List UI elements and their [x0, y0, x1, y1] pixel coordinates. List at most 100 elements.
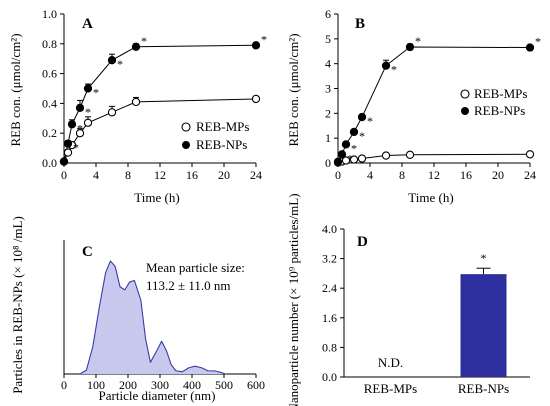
panel-c-x-tick-label: 600	[247, 378, 265, 392]
panel-c-x-tick-label: 200	[119, 378, 137, 392]
panel-a-significance-mark: *	[117, 57, 123, 71]
panel-b-data-point	[349, 127, 359, 137]
panel-c-distribution-line	[79, 260, 226, 375]
panel-a-x-tick-label: 24	[250, 168, 262, 182]
panel-a-x-tick-label: 4	[93, 168, 99, 182]
legend-open-circle-icon	[460, 89, 470, 99]
panel-d-letter: D	[357, 234, 368, 250]
panel-b-significance-mark: *	[359, 129, 365, 143]
panel-a-data-point	[131, 42, 141, 51]
panel-c-annotation-1: Mean particle size:	[146, 260, 245, 275]
panel-c: 0 100 200 300 400 500 600 C Mean particle size…	[10, 216, 265, 403]
panel-a-significance-mark: *	[85, 105, 91, 119]
panel-b-ylabel: REB con. (μmol/cm²)	[286, 33, 301, 146]
panel-b-significance-mark: *	[367, 114, 373, 128]
panel-a-data-point	[59, 157, 69, 166]
panel-c-marks: 0 100 200 300 400 500 600	[61, 240, 265, 392]
panel-a-data-point	[251, 94, 261, 104]
panel-b-x-tick-label: 20	[492, 168, 504, 182]
panel-c-x-tick-label: 300	[151, 378, 169, 392]
panel-a-data-point	[83, 84, 93, 93]
panel-b-significance-mark: *	[351, 141, 357, 155]
panel-c-ylabel: Particles in REB-NPs (× 10⁸ /mL)	[10, 216, 25, 394]
panel-a-data-point	[67, 120, 77, 129]
panel-b-y-tick-label: 1	[325, 131, 331, 145]
panel-d-y-tick-label: 4.0	[322, 222, 337, 236]
panel-c-x-tick-label: 500	[215, 378, 233, 392]
panel-a-y-tick-label: 0.0	[42, 156, 57, 170]
panel-a-data-point	[63, 139, 73, 148]
panel-a-significance-mark: *	[93, 86, 99, 100]
panel-d-y-tick-label: 0.8	[322, 340, 337, 354]
panel-d-category-label: REB-NPs	[458, 381, 509, 396]
panel-a-ylabel: REB con. (μmol/cm²)	[8, 33, 23, 146]
panel-b-x-tick-label: 8	[399, 168, 405, 182]
panel-a-data-point	[75, 129, 85, 138]
panel-d-bar-label: *	[481, 251, 487, 265]
panel-a-data-point	[131, 97, 141, 107]
panel-b-data-point	[381, 61, 391, 70]
panel-b-data-point	[381, 151, 391, 160]
panel-a-data-point	[83, 118, 93, 127]
panel-b-data-point	[341, 156, 351, 165]
panel-d-y-tick-label: 3.2	[322, 252, 337, 266]
panel-b-data-point	[525, 43, 535, 52]
panel-a-data-point	[107, 108, 117, 117]
panel-d-marks: 0.0 0.8 1.6 2.4 3.2 4.0 REB-MPs N.D. REB-NPs *	[322, 222, 530, 396]
panel-b-x-tick-label: 4	[367, 168, 373, 182]
panel-b-x-tick-label: 12	[428, 168, 440, 182]
panel-b-y-tick-label: 0	[325, 156, 331, 170]
panel-a-data-point	[107, 56, 117, 65]
panel-a-y-tick-label: 0.6	[42, 67, 57, 81]
panel-d-ylabel: Nanoparticle number (× 10⁹ particles/mL)	[286, 193, 301, 406]
panel-a-significance-mark: *	[73, 141, 79, 155]
panel-a-significance-mark: *	[261, 32, 267, 46]
panel-c-letter: C	[82, 244, 93, 260]
panel-a-data-point	[251, 41, 261, 50]
panel-b-x-tick-label: 0	[335, 168, 341, 182]
panel-b-letter: B	[355, 16, 365, 32]
panel-b-significance-mark: *	[347, 151, 353, 165]
panel-b-significance-mark: *	[415, 34, 421, 48]
legend-filled-circle-icon	[461, 107, 469, 115]
panel-a-x-tick-label: 8	[125, 168, 131, 182]
panel-a-y-tick-label: 0.2	[42, 126, 57, 140]
panel-a-x-tick-label: 16	[186, 168, 198, 182]
panel-d-bar-label: N.D.	[378, 355, 403, 370]
panel-b-legend-mps: REB-MPs	[474, 86, 527, 101]
panel-d-category-label: REB-MPs	[364, 381, 417, 396]
panel-a-letter: A	[82, 16, 93, 32]
panel-b-data-point	[525, 150, 535, 159]
panel-d-y-tick-label: 2.4	[322, 281, 337, 295]
panel-b-data-point	[405, 150, 415, 159]
panel-d-y-tick-label: 1.6	[322, 311, 337, 325]
legend-open-circle-icon	[181, 122, 191, 132]
panel-c-annotation-2: 113.2 ± 11.0 nm	[146, 278, 231, 293]
panel-a-y-tick-label: 1.0	[42, 7, 57, 21]
panel-a-x-tick-label: 0	[61, 168, 67, 182]
panel-b-data-point	[337, 150, 347, 159]
panel-a-xlabel: Time (h)	[134, 190, 179, 205]
panel-a-legend-mps: REB-MPs	[196, 119, 249, 134]
panel-b-x-tick-label: 24	[524, 168, 536, 182]
panel-b-y-tick-label: 5	[325, 32, 331, 46]
panel-b-y-tick-label: 6	[325, 7, 331, 21]
panel-b-series-line	[337, 153, 531, 163]
panel-c-xlabel: Particle diameter (nm)	[99, 388, 216, 403]
panel-a-data-point	[63, 148, 73, 157]
panel-a-data-point	[75, 103, 85, 113]
panel-a-legend-nps: REB-NPs	[196, 137, 247, 152]
panel-a-marks: 0 4 8 12 16 20 240.00.20.40.60.81.0****** *	[42, 7, 267, 182]
panel-a-x-tick-label: 12	[154, 168, 166, 182]
panel-a-significance-mark: *	[77, 121, 83, 135]
panel-b-x-tick-label: 16	[460, 168, 472, 182]
panel-b-xlabel: Time (h)	[408, 190, 453, 205]
panel-b-legend-nps: REB-NPs	[474, 103, 525, 118]
panel-d-bar	[460, 274, 507, 377]
panel-b-significance-mark: *	[535, 35, 541, 49]
panel-c-x-tick-label: 100	[87, 378, 105, 392]
panel-b-data-point	[333, 157, 343, 166]
